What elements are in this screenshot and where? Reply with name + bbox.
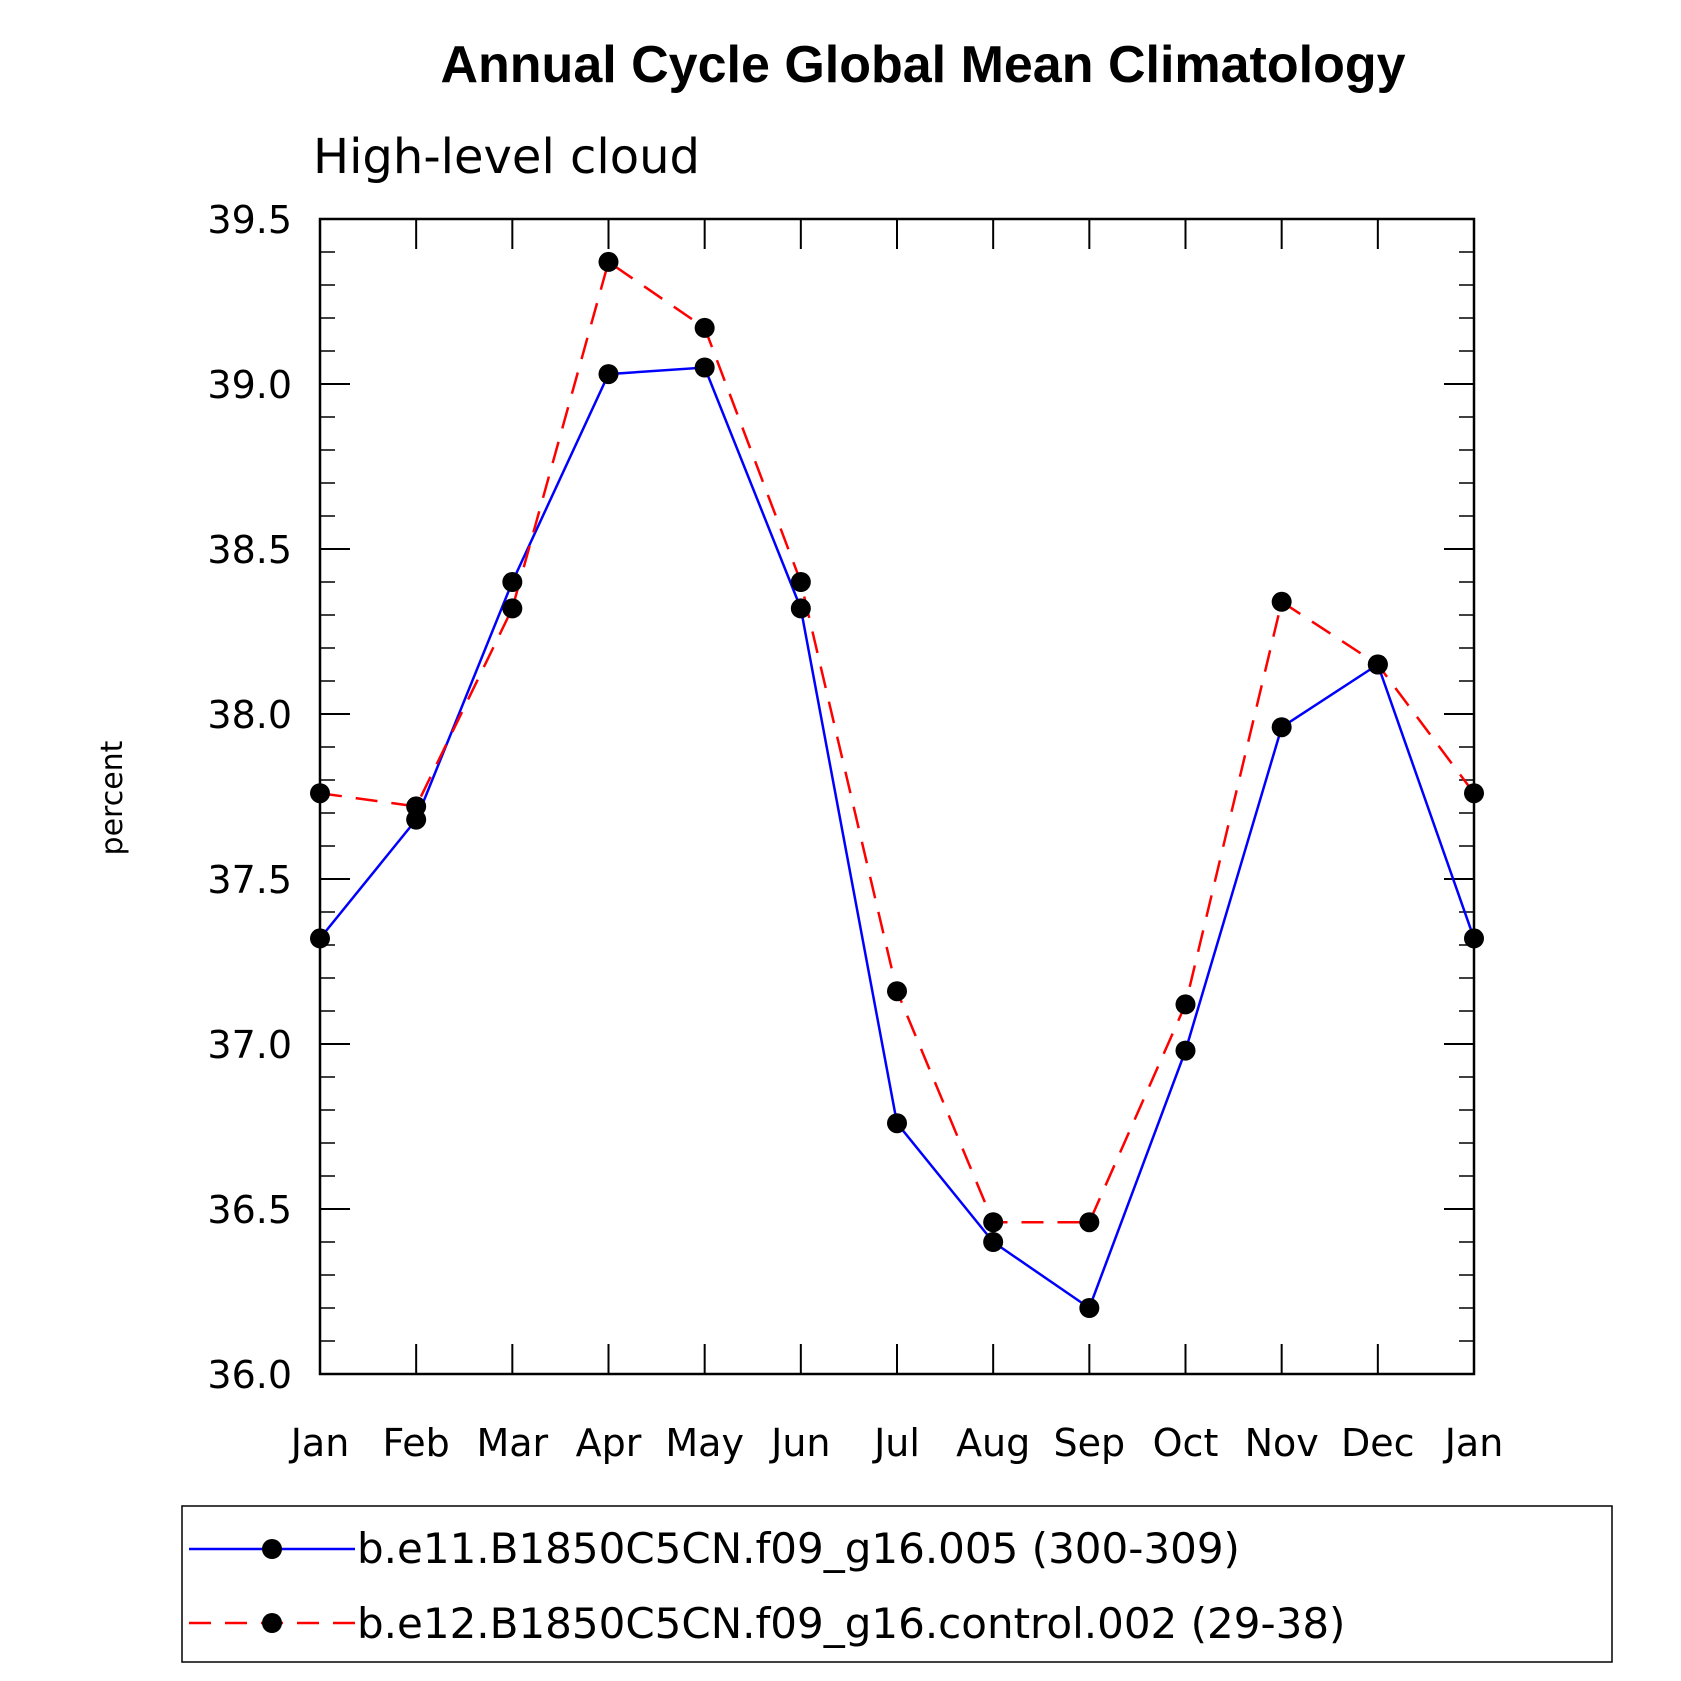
x-tick-label: Jan bbox=[1443, 1421, 1504, 1465]
y-tick-label: 37.5 bbox=[207, 858, 292, 902]
series-1-point bbox=[1175, 994, 1196, 1015]
series-1-point bbox=[1271, 591, 1292, 612]
legend-swatch-marker-red bbox=[262, 1613, 282, 1633]
x-tick-label: Jun bbox=[769, 1421, 830, 1465]
y-tick-label: 39.5 bbox=[207, 198, 292, 242]
legend-label-blue: b.e11.B1850C5CN.f09_g16.005 (300-309) bbox=[357, 1524, 1240, 1573]
series-0-point bbox=[790, 598, 811, 619]
series-0-point bbox=[694, 357, 715, 378]
y-tick-label: 36.0 bbox=[207, 1353, 292, 1397]
series-0-point bbox=[598, 364, 619, 385]
legend-swatch-marker-blue bbox=[262, 1539, 282, 1559]
legend-label-red: b.e12.B1850C5CN.f09_g16.control.002 (29-… bbox=[357, 1599, 1345, 1648]
series-line-1 bbox=[319, 259, 1476, 1224]
x-tick-label: Mar bbox=[476, 1421, 548, 1465]
series-0-point bbox=[502, 572, 523, 592]
series-0-point bbox=[1175, 1040, 1196, 1061]
y-tick-label: 38.0 bbox=[207, 693, 292, 737]
y-tick-label: 36.5 bbox=[207, 1188, 292, 1232]
series-1-point bbox=[406, 796, 427, 817]
plot-frame bbox=[318, 217, 1476, 1376]
y-tick-labels: 36.0 36.5 37.0 37.5 38.0 38.5 39.0 39.5 bbox=[207, 198, 292, 1397]
legend: b.e11.B1850C5CN.f09_g16.005 (300-309) b.… bbox=[181, 1505, 1613, 1663]
x-tick-label: Nov bbox=[1245, 1421, 1319, 1465]
x-tick-label: Jan bbox=[289, 1421, 350, 1465]
series-0-point bbox=[1079, 1298, 1100, 1318]
series-1-point bbox=[887, 981, 907, 1002]
x-tick-label: May bbox=[665, 1421, 744, 1465]
chart-subtitle: High-level cloud bbox=[313, 129, 700, 185]
series-1-point bbox=[502, 598, 523, 619]
x-tick-label: Dec bbox=[1341, 1421, 1415, 1465]
series-markers bbox=[310, 251, 1484, 1318]
series-lines bbox=[319, 259, 1476, 1310]
x-tick-label: Sep bbox=[1054, 1421, 1126, 1465]
series-line-0 bbox=[319, 366, 1476, 1310]
series-1-point bbox=[694, 317, 715, 338]
x-tick-label: Oct bbox=[1153, 1421, 1219, 1465]
y-tick-label: 38.5 bbox=[207, 528, 292, 572]
x-tick-labels: Jan Feb Mar Apr May Jun Jul Aug Sep Oct Nov Dec Jan bbox=[289, 1421, 1504, 1465]
series-0-point bbox=[887, 1113, 907, 1134]
chart-title: Annual Cycle Global Mean Climatology bbox=[440, 36, 1405, 94]
x-tick-label: Apr bbox=[576, 1421, 642, 1465]
series-1-point bbox=[1079, 1212, 1100, 1233]
x-tick-label: Feb bbox=[383, 1421, 450, 1465]
x-tick-label: Aug bbox=[956, 1421, 1030, 1465]
y-tick-label: 37.0 bbox=[207, 1023, 292, 1067]
y-tick-label: 39.0 bbox=[207, 363, 292, 407]
series-0-point bbox=[1271, 717, 1292, 738]
y-axis-label: percent bbox=[95, 740, 130, 855]
series-0-point bbox=[983, 1232, 1004, 1252]
series-1-point bbox=[983, 1212, 1004, 1233]
legend-box bbox=[181, 1505, 1613, 1663]
tick-marks bbox=[319, 218, 1475, 1375]
x-tick-label: Jul bbox=[872, 1421, 920, 1465]
series-1-point bbox=[598, 251, 619, 272]
series-1-point bbox=[1367, 654, 1388, 675]
series-1-point bbox=[790, 572, 811, 592]
